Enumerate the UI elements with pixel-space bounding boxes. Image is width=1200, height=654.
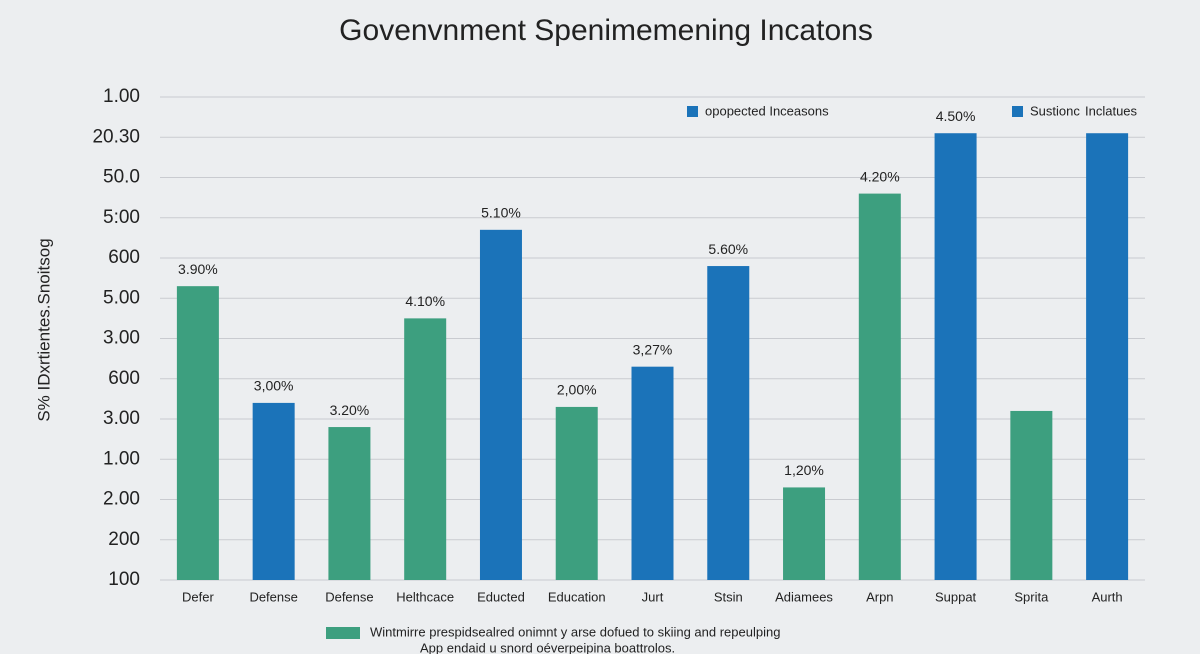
- y-axis-label: S% IDxrtientes.Snoitsog: [34, 238, 53, 421]
- y-tick-label: 5:00: [103, 207, 140, 228]
- bar-label: 2,00%: [557, 382, 597, 398]
- x-tick-label: Stsin: [714, 589, 743, 604]
- bar-label: 3.20%: [330, 402, 370, 418]
- bar: [934, 133, 977, 580]
- bar: [707, 266, 750, 580]
- x-tick-label: Defer: [182, 589, 214, 604]
- y-tick-label: 600: [108, 368, 140, 389]
- footnote-line: Wintmirre prespidsealred onimnt y arse d…: [370, 624, 780, 639]
- x-tick-label: Education: [548, 589, 606, 604]
- footnote-line: App endaid u snord oéverpeipina boattrol…: [420, 640, 675, 654]
- legend-label: Inclatues: [1085, 103, 1138, 118]
- legend-swatch: [1012, 106, 1023, 117]
- x-tick-label: Helthcace: [396, 589, 454, 604]
- bar: [1010, 410, 1053, 580]
- bar: [252, 402, 295, 580]
- y-tick-label: 3.00: [103, 408, 140, 429]
- legend-label: Sustionc: [1030, 103, 1080, 118]
- y-tick-label: 1.00: [103, 448, 140, 469]
- bar-label: 3.90%: [178, 261, 218, 277]
- y-tick-label: 200: [108, 529, 140, 550]
- bar: [858, 193, 901, 580]
- y-tick-label: 5.00: [103, 287, 140, 308]
- x-tick-label: Suppat: [935, 589, 977, 604]
- bar-label: 4.20%: [860, 168, 900, 184]
- y-tick-label: 50.0: [103, 167, 140, 188]
- legend-label: opopected Inceasons: [705, 103, 829, 118]
- legend-swatch: [687, 106, 698, 117]
- y-tick-label: 1.00: [103, 86, 140, 107]
- y-tick-label: 600: [108, 247, 140, 268]
- x-tick-label: Educted: [477, 589, 525, 604]
- bar-label: 1,20%: [784, 462, 824, 478]
- bar: [631, 366, 674, 580]
- footnote-swatch: [326, 627, 360, 639]
- y-tick-label: 3.00: [103, 328, 140, 349]
- bar-label: 4.10%: [405, 293, 445, 309]
- bar: [176, 286, 219, 580]
- y-tick-label: 2.00: [103, 489, 140, 510]
- bar: [404, 318, 447, 580]
- bar-label: 5.60%: [708, 241, 748, 257]
- x-tick-label: Defense: [325, 589, 373, 604]
- bar: [479, 229, 522, 580]
- x-tick-label: Adiamees: [775, 589, 833, 604]
- bar: [1086, 133, 1129, 580]
- bar: [555, 406, 598, 580]
- bar-label: 5.10%: [481, 205, 521, 221]
- bar-label: 4.50%: [936, 108, 976, 124]
- bar: [328, 427, 371, 580]
- bar: [783, 487, 826, 580]
- bar-label: 3,00%: [254, 378, 294, 394]
- x-tick-label: Arpn: [866, 589, 893, 604]
- x-tick-label: Jurt: [642, 589, 664, 604]
- x-tick-label: Defense: [249, 589, 297, 604]
- bar-label: 3,27%: [633, 341, 673, 357]
- x-tick-label: Aurth: [1092, 589, 1123, 604]
- y-tick-label: 20.30: [92, 126, 140, 147]
- y-tick-label: 100: [108, 569, 140, 590]
- chart-title: Govenvnment Spenimemening Incatons: [339, 14, 873, 47]
- x-tick-label: Sprita: [1014, 589, 1049, 604]
